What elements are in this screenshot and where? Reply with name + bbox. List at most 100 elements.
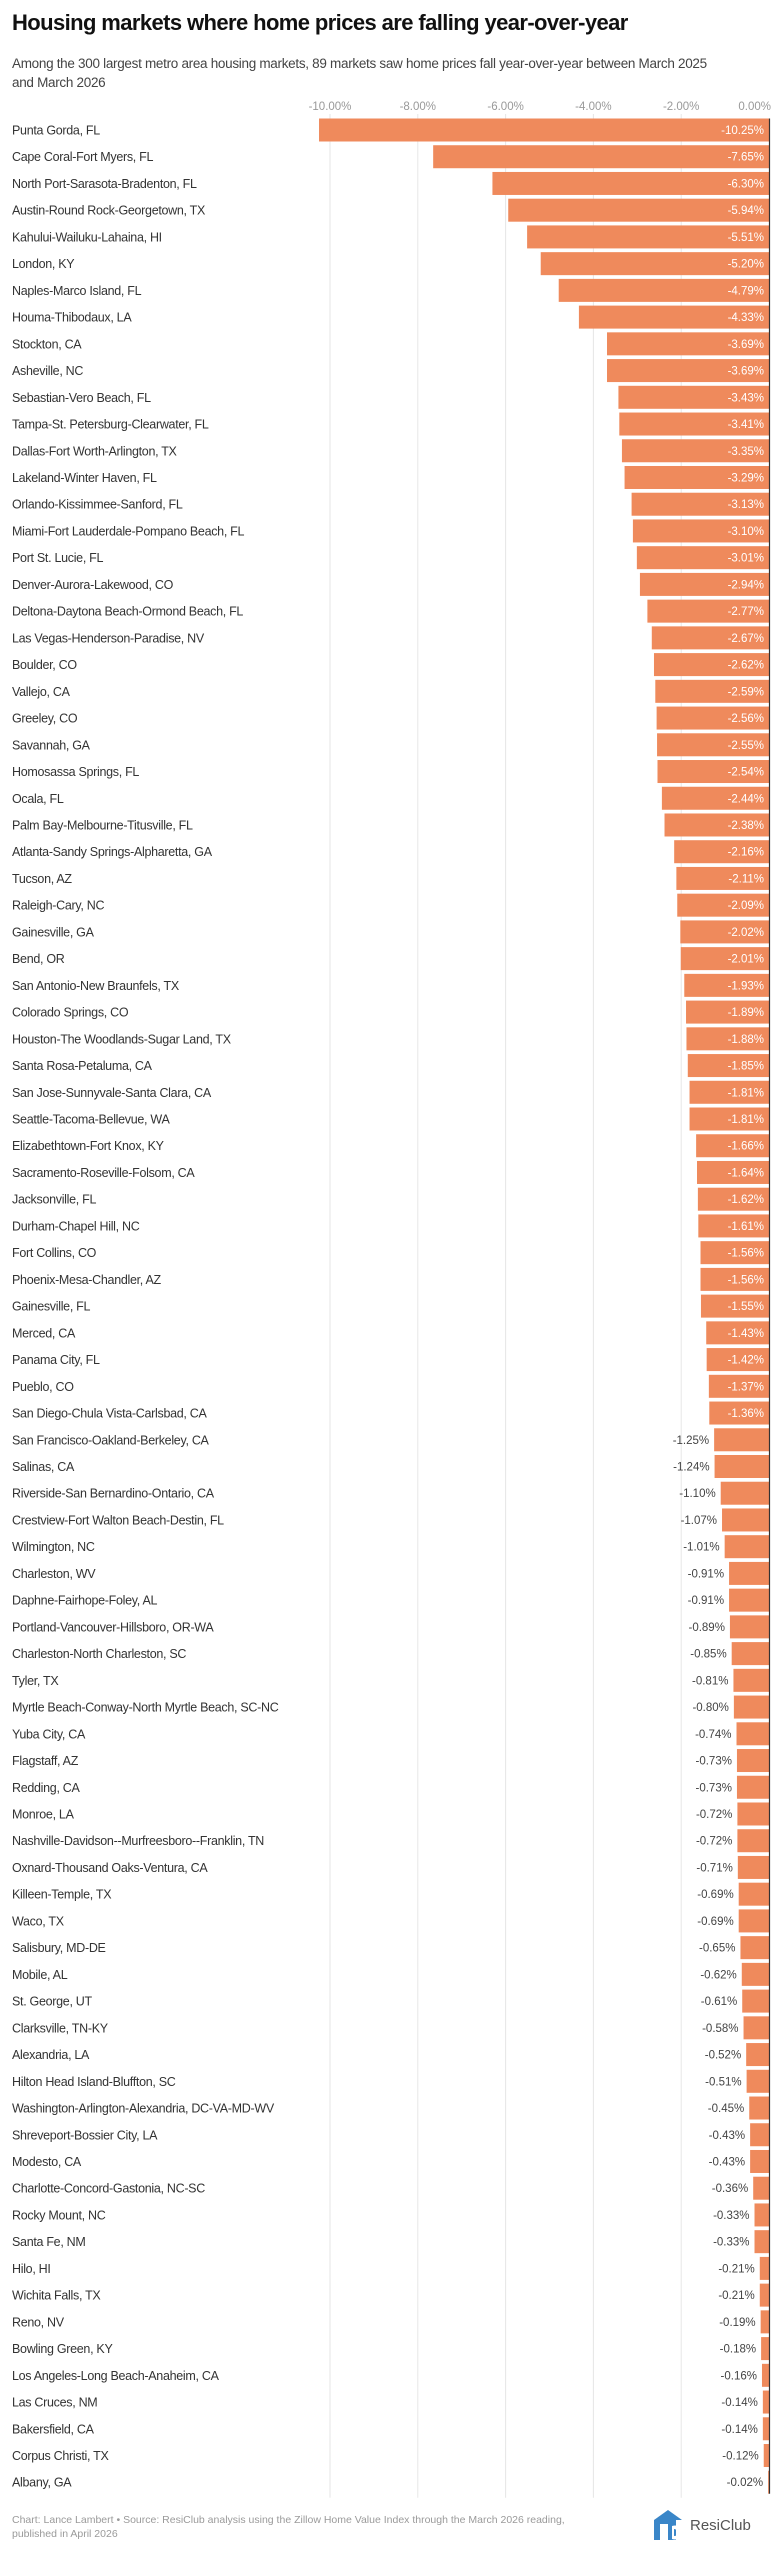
bar	[655, 679, 769, 703]
bar-row: Seattle-Tacoma-Bellevue, WA -1.81%	[12, 1107, 769, 1131]
bar	[647, 599, 769, 623]
value-label: -0.72%	[696, 1809, 732, 1821]
category-label: London, KY	[12, 257, 75, 271]
category-label: Seattle-Tacoma-Bellevue, WA	[12, 1113, 170, 1127]
bar-row: Cape Coral-Fort Myers, FL -7.65%	[12, 145, 769, 169]
value-label: -0.14%	[721, 2424, 757, 2436]
x-tick-label: -2.00%	[663, 101, 699, 113]
x-tick-label: -8.00%	[400, 101, 436, 113]
bar-row: Dallas-Fort Worth-Arlington, TX -3.35%	[12, 439, 769, 463]
bar-row: Palm Bay-Melbourne-Titusville, FL -2.38%	[12, 813, 769, 837]
value-label: -1.64%	[728, 1167, 764, 1179]
bar-row: Elizabethtown-Fort Knox, KY -1.66%	[12, 1134, 769, 1158]
bar-row: Austin-Round Rock-Georgetown, TX -5.94%	[12, 198, 769, 222]
value-label: -0.02%	[727, 2477, 763, 2489]
value-label: -3.10%	[728, 526, 764, 538]
bar	[578, 305, 769, 329]
category-label: Lakeland-Winter Haven, FL	[12, 471, 157, 485]
category-label: Vallejo, CA	[12, 685, 71, 699]
category-label: Redding, CA	[12, 1781, 81, 1795]
bar	[319, 118, 769, 142]
bar-row: Charlotte-Concord-Gastonia, NC-SC -0.36%	[12, 2176, 769, 2200]
x-tick-label: -10.00%	[309, 101, 352, 113]
bar-row: Denver-Aurora-Lakewood, CO -2.94%	[12, 572, 769, 596]
category-label: Savannah, GA	[12, 738, 91, 752]
bar-row: London, KY -5.20%	[12, 252, 769, 276]
bar-row: Sebastian-Vero Beach, FL -3.43%	[12, 385, 769, 409]
bar	[741, 1962, 769, 1986]
bar	[621, 439, 769, 463]
value-label: -0.43%	[709, 2130, 745, 2142]
category-label: Salisbury, MD-DE	[12, 1941, 106, 1955]
category-label: Tyler, TX	[12, 1674, 59, 1688]
bar	[632, 519, 769, 543]
category-label: Waco, TX	[12, 1914, 65, 1928]
bar-row: Santa Fe, NM -0.33%	[12, 2230, 769, 2254]
bar-rows: Punta Gorda, FL -10.25% Cape Coral-Fort My…	[12, 118, 771, 2494]
bar	[680, 947, 769, 971]
bar	[697, 1187, 769, 1211]
category-label: San Antonio-New Braunfels, TX	[12, 979, 180, 993]
value-label: -2.94%	[728, 579, 764, 591]
value-label: -2.54%	[728, 767, 764, 779]
value-label: -1.66%	[728, 1141, 764, 1153]
bar-row: Hilo, HI -0.21%	[12, 2256, 769, 2280]
category-label: Hilton Head Island-Bluffton, SC	[12, 2075, 176, 2089]
value-label: -1.89%	[728, 1007, 764, 1019]
bar	[724, 1535, 769, 1559]
bar-row: Rocky Mount, NC -0.33%	[12, 2203, 769, 2227]
value-label: -0.91%	[688, 1595, 724, 1607]
value-label: -0.52%	[705, 2050, 741, 2062]
chart-title: Housing markets where home prices are fa…	[12, 10, 628, 35]
bar-row: Clarksville, TN-KY -0.58%	[12, 2016, 769, 2040]
bar	[677, 893, 769, 917]
bar-row: Wichita Falls, TX -0.21%	[12, 2283, 769, 2307]
value-label: -2.56%	[728, 713, 764, 725]
category-label: Bowling Green, KY	[12, 2342, 113, 2356]
value-label: -3.41%	[728, 419, 764, 431]
bar-row: Merced, CA -1.43%	[12, 1321, 769, 1345]
bar	[689, 1080, 769, 1104]
category-label: Stockton, CA	[12, 337, 82, 351]
bar	[720, 1481, 769, 1505]
category-label: Fort Collins, CO	[12, 1246, 97, 1260]
bar	[750, 2149, 769, 2173]
bar	[746, 2043, 769, 2067]
value-label: -5.51%	[728, 232, 764, 244]
bar	[742, 1989, 769, 2013]
value-label: -0.89%	[688, 1622, 724, 1634]
bar	[729, 1588, 769, 1612]
category-label: Gainesville, FL	[12, 1300, 91, 1314]
bar-row: Panama City, FL -1.42%	[12, 1348, 769, 1372]
value-label: -1.37%	[728, 1381, 764, 1393]
value-label: -7.65%	[728, 152, 764, 164]
bar-row: San Diego-Chula Vista-Carlsbad, CA -1.36%	[12, 1401, 769, 1425]
bar	[750, 2123, 769, 2147]
value-label: -2.01%	[728, 954, 764, 966]
value-label: -0.62%	[700, 1969, 736, 1981]
bar-row: Las Vegas-Henderson-Paradise, NV -2.67%	[12, 626, 769, 650]
value-label: -0.74%	[695, 1729, 731, 1741]
category-label: Sacramento-Roseville-Folsom, CA	[12, 1166, 195, 1180]
value-label: -1.43%	[728, 1328, 764, 1340]
bar-row: Nashville-Davidson--Murfreesboro--Frankl…	[12, 1829, 769, 1853]
bar	[680, 920, 769, 944]
bar-row: Gainesville, FL -1.55%	[12, 1294, 769, 1318]
bar	[664, 813, 769, 837]
value-label: -0.21%	[718, 2263, 754, 2275]
category-label: Mobile, AL	[12, 1968, 68, 1982]
category-label: Portland-Vancouver-Hillsboro, OR-WA	[12, 1620, 214, 1634]
value-label: -3.29%	[728, 472, 764, 484]
value-label: -3.35%	[728, 446, 764, 458]
bar	[714, 1455, 769, 1478]
bar-row: Vallejo, CA -2.59%	[12, 679, 769, 703]
bar	[492, 171, 769, 195]
category-label: Clarksville, TN-KY	[12, 2021, 109, 2035]
category-label: Miami-Fort Lauderdale-Pompano Beach, FL	[12, 524, 245, 538]
bar-row: St. George, UT -0.61%	[12, 1989, 769, 2013]
bar-row: Santa Rosa-Petaluma, CA -1.85%	[12, 1054, 769, 1078]
value-label: -4.79%	[728, 285, 764, 297]
category-label: Durham-Chapel Hill, NC	[12, 1219, 140, 1233]
bar-row: Ocala, FL -2.44%	[12, 786, 769, 810]
value-label: -2.62%	[728, 660, 764, 672]
